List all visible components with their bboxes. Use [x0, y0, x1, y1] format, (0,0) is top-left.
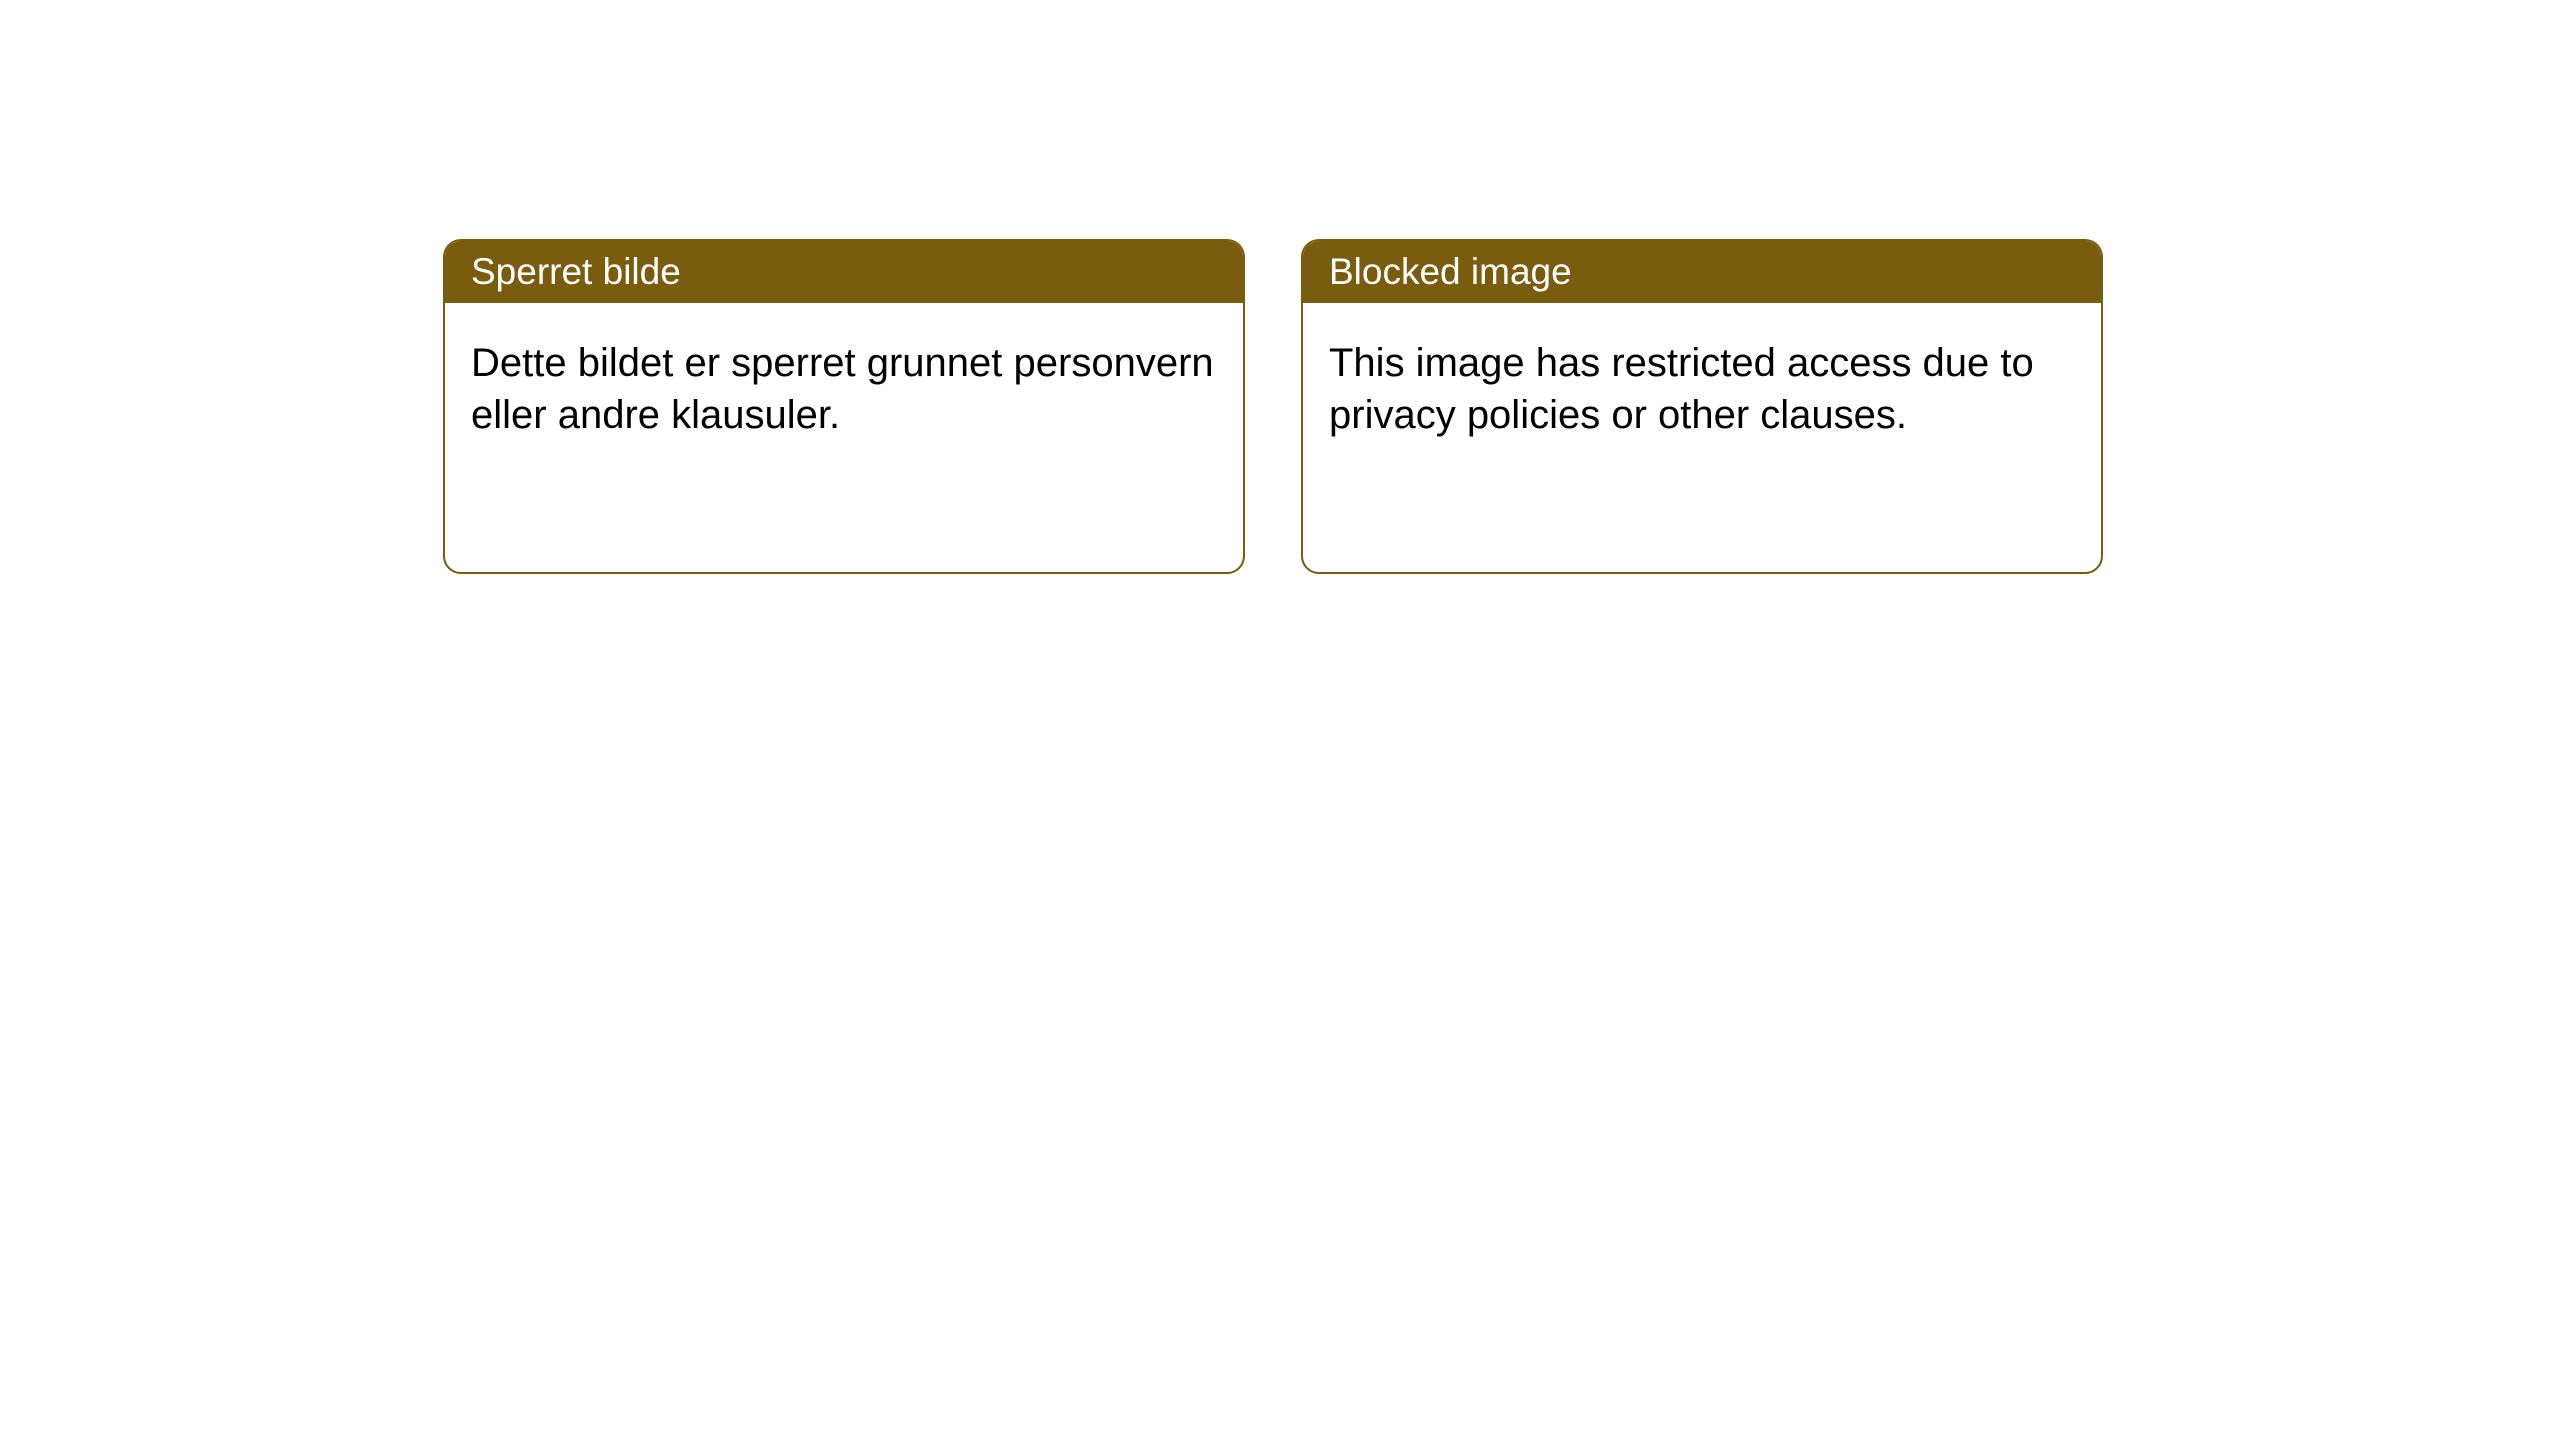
notice-body: Dette bildet er sperret grunnet personve…: [445, 303, 1243, 475]
notice-card-english: Blocked image This image has restricted …: [1301, 239, 2103, 574]
notice-header: Blocked image: [1303, 241, 2101, 303]
notice-card-norwegian: Sperret bilde Dette bildet er sperret gr…: [443, 239, 1245, 574]
notice-body: This image has restricted access due to …: [1303, 303, 2101, 475]
notice-header: Sperret bilde: [445, 241, 1243, 303]
notice-container: Sperret bilde Dette bildet er sperret gr…: [0, 0, 2560, 574]
notice-title: Blocked image: [1329, 251, 1572, 292]
notice-text: Dette bildet er sperret grunnet personve…: [471, 341, 1214, 437]
notice-title: Sperret bilde: [471, 251, 681, 292]
notice-text: This image has restricted access due to …: [1329, 341, 2034, 437]
